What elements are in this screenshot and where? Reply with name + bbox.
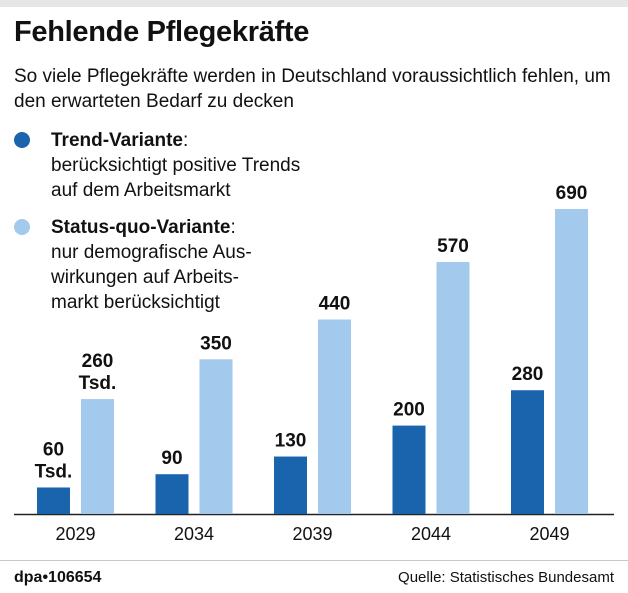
bar-trend-2039 (274, 456, 307, 514)
bar-status-quo-2034 (199, 359, 233, 514)
data-label-trend-2044: 200 (393, 400, 425, 421)
footer-credit: dpa•106654 (14, 569, 102, 586)
legend-desc-trend-1: berücksichtigt positive Trends (51, 155, 301, 176)
legend-desc-status-quo-1: nur demografische Aus- (51, 242, 252, 263)
footer-source: Quelle: Statistisches Bundesamt (398, 569, 614, 586)
bar-trend-2029 (37, 487, 70, 514)
bar-status-quo-2039 (318, 319, 351, 514)
legend-swatch-status-quo (14, 219, 30, 235)
chart-subtitle: So viele Pflegekräfte werden in Deutschl… (14, 66, 611, 112)
unit-label: Tsd. (79, 373, 117, 394)
bar-status-quo-2044 (436, 262, 470, 514)
legend-colon: : (183, 130, 189, 151)
legend-desc-trend-2: auf dem Arbeitsmarkt (51, 180, 231, 201)
data-label-trend-2029: 60 (43, 439, 64, 460)
data-label-trend-2049: 280 (512, 364, 544, 385)
unit-label: Tsd. (35, 461, 73, 482)
legend-desc-status-quo-3: markt berücksichtigt (51, 292, 220, 313)
chart-title: Fehlende Pflegekräfte (14, 16, 310, 48)
data-label-status-quo-2049: 690 (556, 183, 588, 204)
x-tick-label-2049: 2049 (529, 524, 569, 544)
footer-divider (0, 560, 628, 561)
bar-trend-2049 (511, 390, 544, 514)
x-tick-label-2044: 2044 (411, 524, 451, 544)
data-label-status-quo-2039: 440 (319, 294, 351, 315)
x-tick-label-2034: 2034 (174, 524, 214, 544)
legend-colon: : (230, 217, 236, 238)
bar-status-quo-2029 (81, 399, 114, 514)
x-tick-label-2029: 2029 (55, 524, 95, 544)
bar-trend-2044 (392, 425, 426, 514)
legend-swatch-trend (14, 132, 30, 148)
data-label-trend-2039: 130 (275, 431, 307, 452)
x-tick-label-2039: 2039 (292, 524, 332, 544)
top-bar (0, 0, 628, 7)
bar-trend-2034 (155, 474, 189, 514)
legend-name-trend: Trend-Variante (51, 130, 183, 151)
data-label-trend-2034: 90 (161, 448, 182, 469)
data-label-status-quo-2034: 350 (200, 333, 232, 354)
data-label-status-quo-2029: 260 (82, 351, 114, 372)
bar-status-quo-2049 (555, 209, 588, 514)
data-label-status-quo-2044: 570 (437, 236, 469, 257)
legend-desc-status-quo-2: wirkungen auf Arbeits- (51, 267, 239, 288)
legend-name-status-quo: Status-quo-Variante (51, 217, 231, 238)
